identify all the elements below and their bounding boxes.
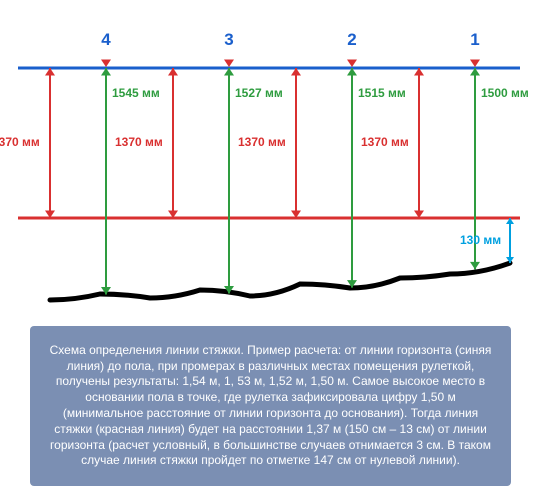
caption-box: Схема определения линии стяжки. Пример р… [30, 326, 511, 486]
label-130mm: 130 мм [460, 233, 501, 247]
column-number-1: 1 [470, 30, 479, 50]
mid-measure-2: 1370 мм [238, 135, 286, 149]
diagram-svg [0, 0, 541, 320]
caption-text: Схема определения линии стяжки. Пример р… [44, 343, 497, 470]
column-number-4: 4 [101, 30, 110, 50]
mid-measure-3: 1370 мм [361, 135, 409, 149]
top-measure-1: 1527 мм [235, 86, 283, 100]
diagram-canvas: 4 1545 мм 1370 мм 3 1527 мм 1370 мм 2 1515 мм 13… [0, 0, 541, 503]
mid-measure-1: 1370 мм [115, 135, 163, 149]
top-measure-0: 1545 мм [112, 86, 160, 100]
column-number-3: 3 [224, 30, 233, 50]
column-number-2: 2 [347, 30, 356, 50]
top-measure-2: 1515 мм [358, 86, 406, 100]
top-measure-3: 1500 мм [481, 86, 529, 100]
mid-measure-0: 1370 мм [0, 135, 40, 149]
